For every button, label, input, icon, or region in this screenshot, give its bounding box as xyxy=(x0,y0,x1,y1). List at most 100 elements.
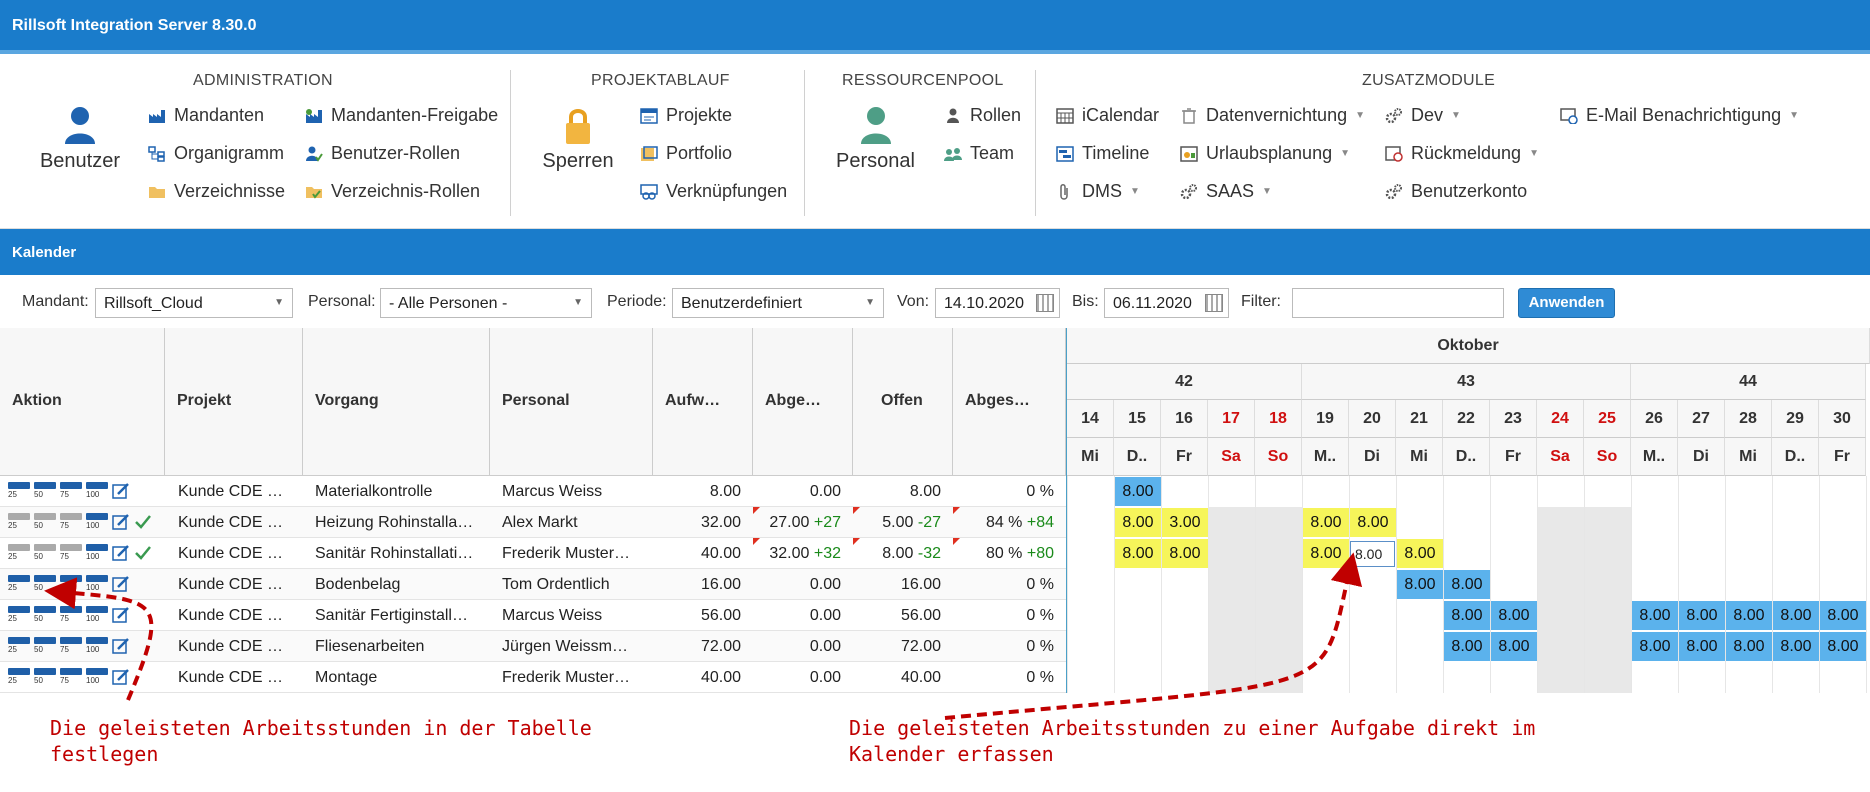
hour-cell[interactable]: 8.00 xyxy=(1350,508,1396,537)
progress-50-button[interactable]: 50 xyxy=(34,606,56,624)
hour-cell[interactable]: 8.00 xyxy=(1444,632,1490,661)
hour-cell[interactable]: 8.00 xyxy=(1632,632,1678,661)
progress-100-button[interactable]: 100 xyxy=(86,544,108,562)
cell-abgerechnet[interactable]: 32.00 +32 xyxy=(753,538,853,569)
progress-50-button[interactable]: 50 xyxy=(34,637,56,655)
rueckmeldung-button[interactable]: Rückmeldung ▼ xyxy=(1385,143,1539,164)
progress-50-button[interactable]: 50 xyxy=(34,544,56,562)
hour-cell[interactable]: 8.00 xyxy=(1115,477,1161,506)
mandant-select[interactable]: Rillsoft_Cloud ▼ xyxy=(95,288,293,318)
progress-75-button[interactable]: 75 xyxy=(60,513,82,531)
hour-cell[interactable]: 8.00 xyxy=(1820,632,1866,661)
progress-100-button[interactable]: 100 xyxy=(86,513,108,531)
cell-abgerechnet[interactable]: 27.00 +27 xyxy=(753,507,853,538)
edit-icon[interactable] xyxy=(112,606,130,624)
calendar-picker-icon[interactable] xyxy=(1036,294,1054,312)
timeline-button[interactable]: Timeline xyxy=(1056,143,1149,164)
sperren-button[interactable]: Sperren xyxy=(533,106,623,173)
verzeichnisse-button[interactable]: Verzeichnisse xyxy=(148,181,285,202)
progress-50-button[interactable]: 50 xyxy=(34,513,56,531)
column-header-offen[interactable]: Offen xyxy=(853,328,953,476)
hour-cell[interactable]: 8.00 xyxy=(1115,539,1161,568)
cell-abgerechnet[interactable]: 0.00 xyxy=(753,569,853,600)
hour-cell[interactable]: 8.00 xyxy=(1773,632,1819,661)
progress-25-button[interactable]: 25 xyxy=(8,668,30,686)
icalendar-button[interactable]: iCalendar xyxy=(1056,105,1159,126)
progress-25-button[interactable]: 25 xyxy=(8,544,30,562)
hour-cell[interactable]: 8.00 xyxy=(1444,570,1490,599)
column-header-aufwand[interactable]: Aufw… xyxy=(653,328,753,476)
progress-25-button[interactable]: 25 xyxy=(8,513,30,531)
portfolio-button[interactable]: Portfolio xyxy=(640,143,732,164)
table-row[interactable]: 25 50 75 100 Kunde CDE … Fliesenarbeiten Jürge… xyxy=(0,631,1066,662)
edit-icon[interactable] xyxy=(112,637,130,655)
hour-cell[interactable]: 3.00 xyxy=(1162,508,1208,537)
hour-cell[interactable]: 8.00 xyxy=(1162,539,1208,568)
pane-splitter[interactable] xyxy=(1066,328,1067,693)
filter-input[interactable] xyxy=(1292,288,1504,318)
mandanten-freigabe-button[interactable]: Mandanten-Freigabe xyxy=(305,105,498,126)
calendar-picker-icon[interactable] xyxy=(1205,294,1223,312)
verzeichnis-rollen-button[interactable]: Verzeichnis-Rollen xyxy=(305,181,480,202)
hour-cell[interactable]: 8.00 xyxy=(1115,508,1161,537)
edit-icon[interactable] xyxy=(112,482,130,500)
benutzerkonto-button[interactable]: Benutzerkonto xyxy=(1385,181,1527,202)
table-row[interactable]: 25 50 75 100 Kunde CDE … Sanitär Rohinstallat… xyxy=(0,538,1066,569)
urlaubsplanung-button[interactable]: Urlaubsplanung ▼ xyxy=(1180,143,1350,164)
edit-icon[interactable] xyxy=(112,544,130,562)
progress-50-button[interactable]: 50 xyxy=(34,482,56,500)
email-benachrichtigung-button[interactable]: E-Mail Benachrichtigung ▼ xyxy=(1560,105,1799,126)
progress-100-button[interactable]: 100 xyxy=(86,637,108,655)
organigramm-button[interactable]: Organigramm xyxy=(148,143,284,164)
progress-100-button[interactable]: 100 xyxy=(86,482,108,500)
datenvernichtung-button[interactable]: Datenvernichtung ▼ xyxy=(1180,105,1365,126)
progress-75-button[interactable]: 75 xyxy=(60,482,82,500)
table-row[interactable]: 25 50 75 100 Kunde CDE … Materialkontrolle Mar… xyxy=(0,476,1066,507)
table-row[interactable]: 25 50 75 100 Kunde CDE … Heizung Rohinstalla…… xyxy=(0,507,1066,538)
progress-50-button[interactable]: 50 xyxy=(34,668,56,686)
hour-cell[interactable]: 8.00 xyxy=(1820,601,1866,630)
table-row[interactable]: 25 50 75 100 Kunde CDE … Bodenbelag Tom Ordent… xyxy=(0,569,1066,600)
personal-select[interactable]: - Alle Personen - ▼ xyxy=(380,288,592,318)
hour-cell[interactable]: 8.00 xyxy=(1491,601,1537,630)
projekte-button[interactable]: Projekte xyxy=(640,105,732,126)
team-button[interactable]: Team xyxy=(944,143,1014,164)
hour-cell[interactable]: 8.00 xyxy=(1679,601,1725,630)
hour-cell[interactable]: 8.00 xyxy=(1632,601,1678,630)
hour-cell[interactable]: 8.00 xyxy=(1773,601,1819,630)
hour-cell[interactable]: 8.00 xyxy=(1397,570,1443,599)
hour-cell[interactable]: 8.00 xyxy=(1491,632,1537,661)
hour-cell[interactable]: 8.00 xyxy=(1444,601,1490,630)
periode-select[interactable]: Benutzerdefiniert ▼ xyxy=(672,288,884,318)
edit-icon[interactable] xyxy=(112,513,130,531)
column-header-personal[interactable]: Personal xyxy=(490,328,653,476)
edit-icon[interactable] xyxy=(112,668,130,686)
progress-25-button[interactable]: 25 xyxy=(8,637,30,655)
table-row[interactable]: 25 50 75 100 Kunde CDE … Montage Frederik Must… xyxy=(0,662,1066,693)
von-date-input[interactable]: 14.10.2020 xyxy=(935,288,1060,318)
progress-100-button[interactable]: 100 xyxy=(86,575,108,593)
column-header-abgerechnet[interactable]: Abge… xyxy=(753,328,853,476)
edit-icon[interactable] xyxy=(112,575,130,593)
progress-100-button[interactable]: 100 xyxy=(86,668,108,686)
column-header-abgeschlossen[interactable]: Abges… xyxy=(953,328,1066,476)
hour-cell[interactable]: 8.00 xyxy=(1303,508,1349,537)
progress-75-button[interactable]: 75 xyxy=(60,637,82,655)
column-header-aktion[interactable]: Aktion xyxy=(0,328,165,476)
progress-75-button[interactable]: 75 xyxy=(60,544,82,562)
progress-25-button[interactable]: 25 xyxy=(8,606,30,624)
check-icon[interactable] xyxy=(134,513,152,531)
progress-75-button[interactable]: 75 xyxy=(60,668,82,686)
hour-cell[interactable]: 8.00 xyxy=(1679,632,1725,661)
cell-abgerechnet[interactable]: 0.00 xyxy=(753,662,853,693)
dms-button[interactable]: DMS ▼ xyxy=(1056,181,1140,202)
dev-button[interactable]: Dev ▼ xyxy=(1385,105,1461,126)
hour-cell[interactable]: 8.00 xyxy=(1726,632,1772,661)
apply-button[interactable]: Anwenden xyxy=(1518,288,1615,318)
cell-abgerechnet[interactable]: 0.00 xyxy=(753,476,853,507)
mandanten-button[interactable]: Mandanten xyxy=(148,105,264,126)
verknuepfungen-button[interactable]: Verknüpfungen xyxy=(640,181,787,202)
table-row[interactable]: 25 50 75 100 Kunde CDE … Sanitär Fertiginstal… xyxy=(0,600,1066,631)
rollen-button[interactable]: Rollen xyxy=(944,105,1021,126)
column-header-projekt[interactable]: Projekt xyxy=(165,328,303,476)
